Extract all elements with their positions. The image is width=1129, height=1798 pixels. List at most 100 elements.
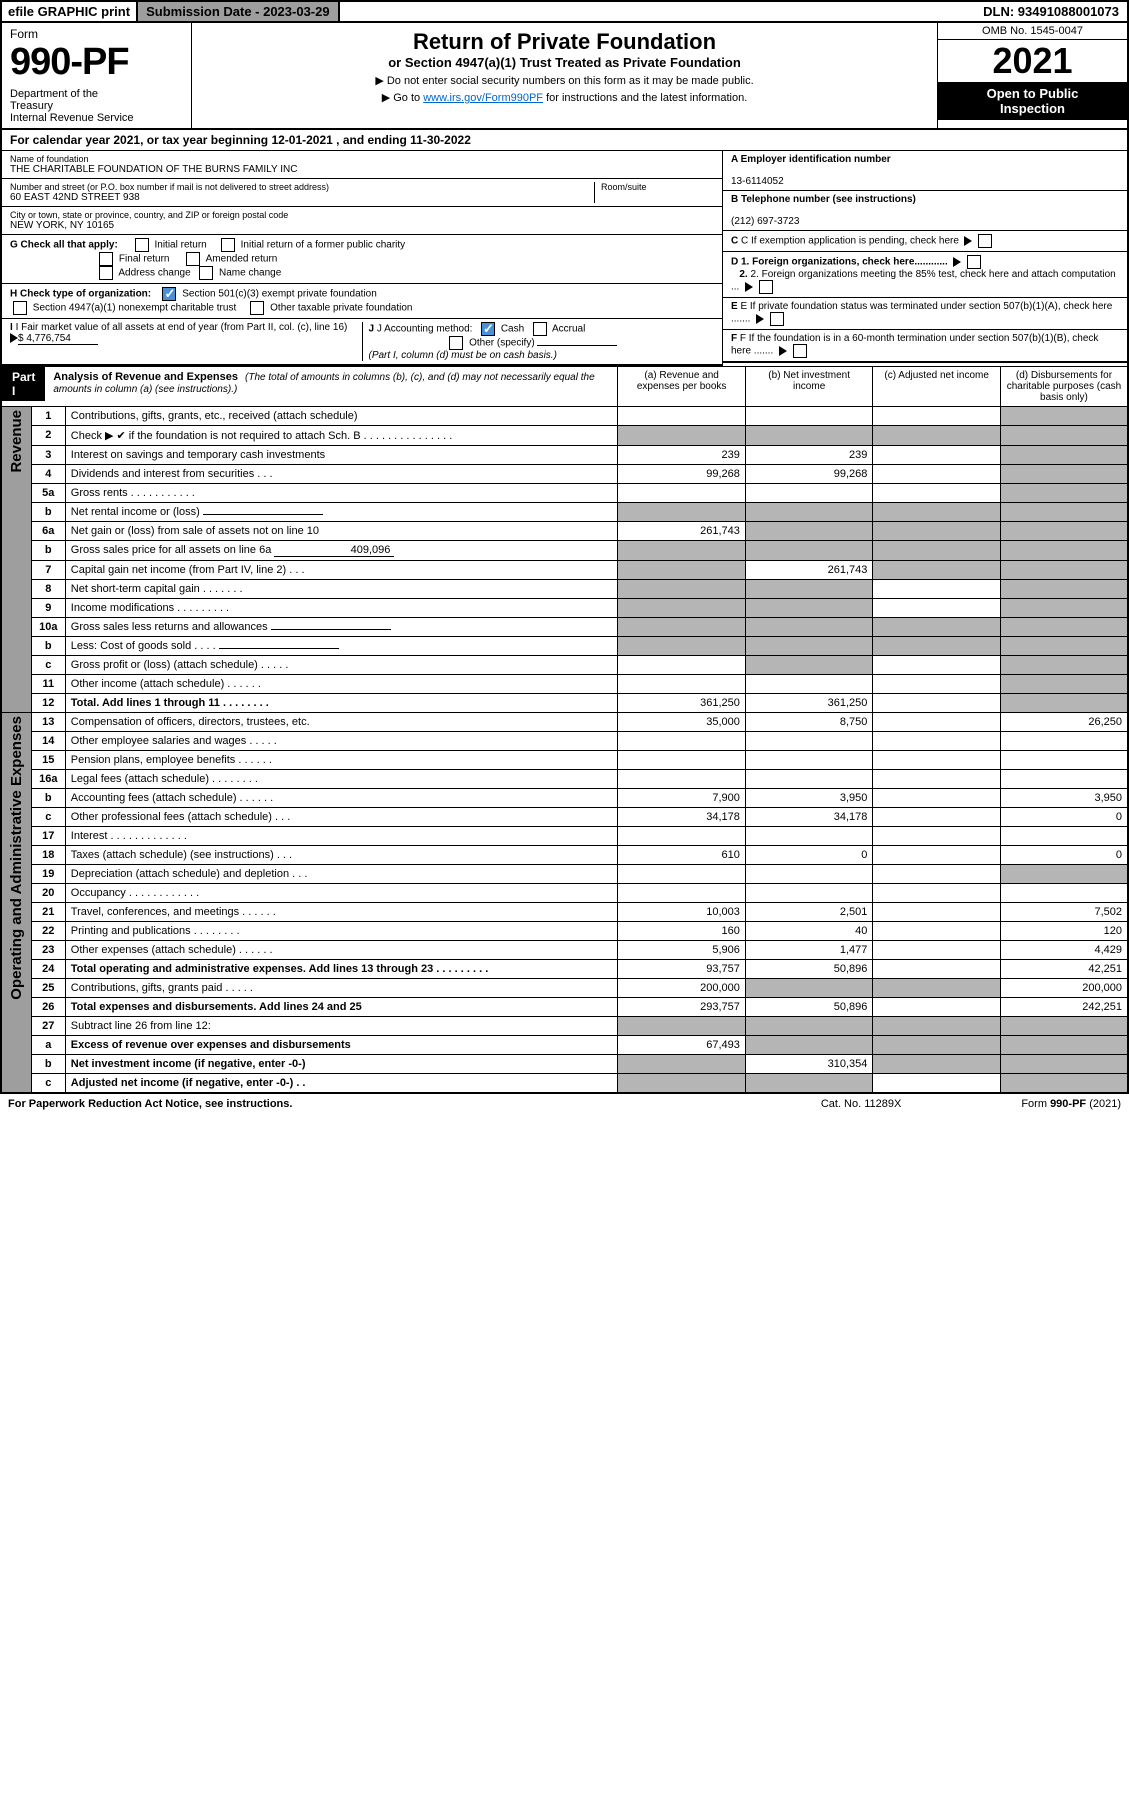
- line-description: Other professional fees (attach schedule…: [65, 808, 618, 827]
- form-title: Return of Private Foundation: [202, 29, 927, 55]
- checkbox-other-taxable[interactable]: [250, 301, 264, 315]
- checkbox-other-method[interactable]: [449, 336, 463, 350]
- amount-cell: 5,906: [618, 941, 746, 960]
- line-description: Net short-term capital gain . . . . . . …: [65, 580, 618, 599]
- amount-cell: [873, 465, 1001, 484]
- checkbox-c[interactable]: [978, 234, 992, 248]
- line-number: 13: [31, 713, 65, 732]
- instruction-2: ▶ Go to www.irs.gov/Form990PF for instru…: [202, 91, 927, 104]
- checkbox-address-change[interactable]: [99, 266, 113, 280]
- amount-cell: 40: [745, 922, 873, 941]
- amount-cell: [873, 426, 1001, 446]
- amount-cell: [873, 541, 1001, 561]
- checkbox-name-change[interactable]: [199, 266, 213, 280]
- amount-cell: 26,250: [1000, 713, 1128, 732]
- amount-cell: [745, 751, 873, 770]
- amount-cell: 99,268: [618, 465, 746, 484]
- line-description: Depreciation (attach schedule) and deple…: [65, 865, 618, 884]
- col-d-header: (d) Disbursements for charitable purpose…: [1000, 367, 1128, 407]
- form-word: Form: [10, 27, 183, 41]
- amount-cell: 7,502: [1000, 903, 1128, 922]
- amount-cell: 7,900: [618, 789, 746, 808]
- amount-cell: 50,896: [745, 960, 873, 979]
- amount-cell: [873, 732, 1001, 751]
- amount-cell: 239: [618, 446, 746, 465]
- amount-cell: [618, 827, 746, 846]
- amount-cell: [873, 599, 1001, 618]
- checkbox-501c3[interactable]: [162, 287, 176, 301]
- line-number: 27: [31, 1017, 65, 1036]
- checkbox-d1[interactable]: [967, 255, 981, 269]
- amount-cell: [618, 1055, 746, 1074]
- line-number: b: [31, 503, 65, 522]
- amount-cell: [618, 599, 746, 618]
- header-right: OMB No. 1545-0047 2021 Open to PublicIns…: [937, 23, 1127, 128]
- amount-cell: 310,354: [745, 1055, 873, 1074]
- checkbox-4947[interactable]: [13, 301, 27, 315]
- line-number: b: [31, 789, 65, 808]
- amount-cell: [873, 522, 1001, 541]
- amount-cell: [745, 656, 873, 675]
- line-number: b: [31, 541, 65, 561]
- line-description: Subtract line 26 from line 12:: [65, 1017, 618, 1036]
- checkbox-initial-former[interactable]: [221, 238, 235, 252]
- line-number: 22: [31, 922, 65, 941]
- line-number: 15: [31, 751, 65, 770]
- amount-cell: [1000, 541, 1128, 561]
- header-middle: Return of Private Foundation or Section …: [192, 23, 937, 128]
- checkbox-accrual[interactable]: [533, 322, 547, 336]
- arrow-icon: [779, 346, 787, 356]
- line-number: 23: [31, 941, 65, 960]
- table-row: 5aGross rents . . . . . . . . . . .: [1, 484, 1128, 503]
- section-g: G Check all that apply: Initial return I…: [2, 235, 722, 284]
- address-cell: Number and street (or P.O. box number if…: [2, 179, 722, 207]
- amount-cell: 99,268: [745, 465, 873, 484]
- line-description: Income modifications . . . . . . . . .: [65, 599, 618, 618]
- irs-link[interactable]: www.irs.gov/Form990PF: [423, 92, 543, 104]
- amount-cell: [1000, 426, 1128, 446]
- amount-cell: [873, 998, 1001, 1017]
- instruction-1: ▶ Do not enter social security numbers o…: [202, 74, 927, 87]
- line-description: Printing and publications . . . . . . . …: [65, 922, 618, 941]
- section-d: D 1. Foreign organizations, check here..…: [723, 252, 1127, 298]
- section-f: F F If the foundation is in a 60-month t…: [723, 330, 1127, 363]
- checkbox-e[interactable]: [770, 312, 784, 326]
- amount-cell: [618, 751, 746, 770]
- table-row: 16aLegal fees (attach schedule) . . . . …: [1, 770, 1128, 789]
- top-bar: efile GRAPHIC print Submission Date - 20…: [0, 0, 1129, 23]
- line-description: Gross rents . . . . . . . . . . .: [65, 484, 618, 503]
- amount-cell: [745, 865, 873, 884]
- table-row: bGross sales price for all assets on lin…: [1, 541, 1128, 561]
- amount-cell: 200,000: [618, 979, 746, 998]
- line-number: 16a: [31, 770, 65, 789]
- checkbox-f[interactable]: [793, 344, 807, 358]
- amount-cell: 4,429: [1000, 941, 1128, 960]
- amount-cell: [745, 522, 873, 541]
- table-row: 18Taxes (attach schedule) (see instructi…: [1, 846, 1128, 865]
- checkbox-amended[interactable]: [186, 252, 200, 266]
- entity-info: Name of foundation THE CHARITABLE FOUNDA…: [0, 151, 1129, 366]
- table-row: Operating and Administrative Expenses13C…: [1, 713, 1128, 732]
- amount-cell: 8,750: [745, 713, 873, 732]
- line-number: 17: [31, 827, 65, 846]
- amount-cell: [873, 446, 1001, 465]
- checkbox-final-return[interactable]: [99, 252, 113, 266]
- amount-cell: 361,250: [745, 694, 873, 713]
- line-number: 9: [31, 599, 65, 618]
- amount-cell: [745, 1017, 873, 1036]
- dln-label: DLN: 93491088001073: [975, 2, 1127, 21]
- checkbox-d2[interactable]: [759, 280, 773, 294]
- amount-cell: 0: [1000, 808, 1128, 827]
- amount-cell: [745, 827, 873, 846]
- checkbox-initial-return[interactable]: [135, 238, 149, 252]
- line-description: Gross sales price for all assets on line…: [65, 541, 618, 561]
- amount-cell: [1000, 1074, 1128, 1094]
- table-row: Revenue1Contributions, gifts, grants, et…: [1, 407, 1128, 426]
- line-description: Gross profit or (loss) (attach schedule)…: [65, 656, 618, 675]
- line-description: Contributions, gifts, grants, etc., rece…: [65, 407, 618, 426]
- city-cell: City or town, state or province, country…: [2, 207, 722, 235]
- footer-right: Form 990-PF (2021): [1021, 1098, 1121, 1110]
- table-row: 17Interest . . . . . . . . . . . . .: [1, 827, 1128, 846]
- checkbox-cash[interactable]: [481, 322, 495, 336]
- tax-year: 2021: [938, 40, 1127, 82]
